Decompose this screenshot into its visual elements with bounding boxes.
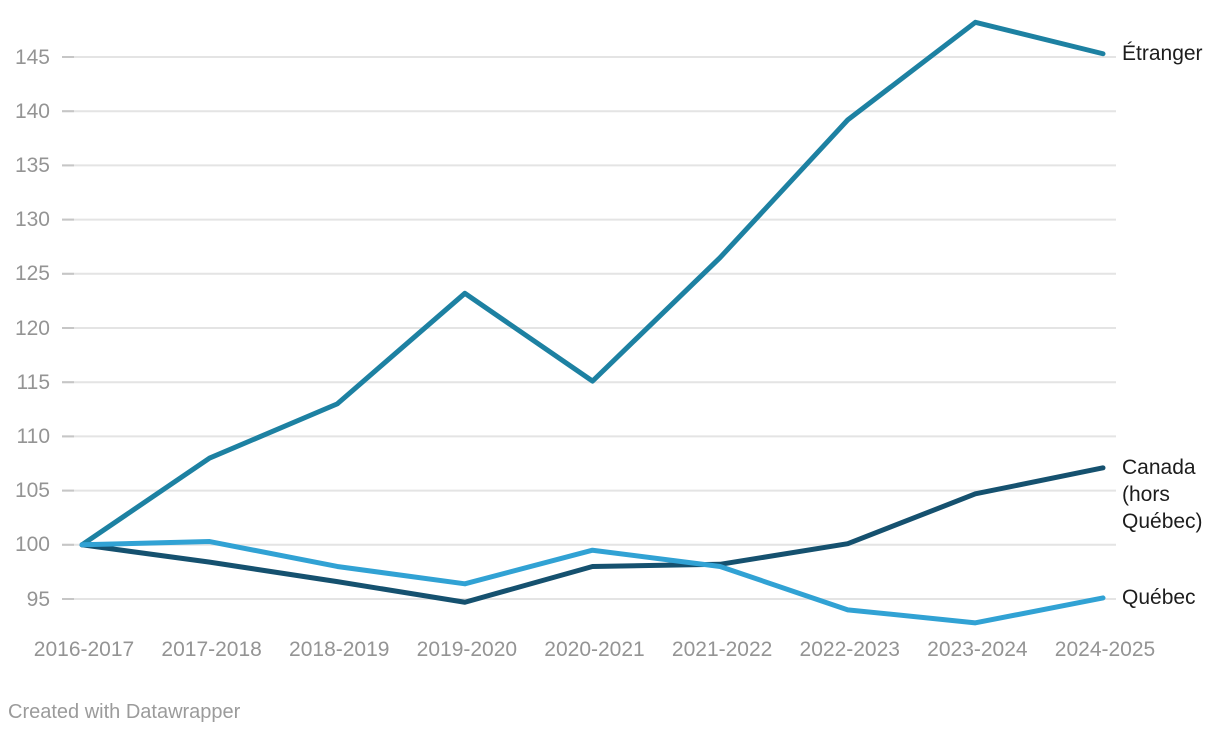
y-tick-label-120: 120	[14, 316, 50, 340]
x-tick-label-2023-2024: 2023-2024	[927, 638, 1028, 661]
y-tick-label-130: 130	[14, 208, 50, 232]
y-tick-label-115: 115	[16, 370, 50, 394]
x-tick-label-2018-2019: 2018-2019	[289, 638, 390, 661]
y-tick-label-110: 110	[16, 424, 50, 448]
y-tick-label-125: 125	[14, 262, 50, 286]
series-line-quebec	[79, 539, 1106, 626]
x-tick-label-2024-2025: 2024-2025	[1054, 638, 1156, 661]
y-tick-label-135: 135	[14, 153, 50, 177]
x-tick-label-2020-2021: 2020-2021	[544, 638, 645, 661]
y-tick-label-105: 105	[14, 479, 50, 503]
series-label-etranger: Étranger	[1122, 40, 1203, 67]
series-line-canada-hors-quebec	[79, 465, 1106, 605]
series-label-canada-hors-quebec: Canada (hors Québec)	[1122, 454, 1203, 535]
series-label-line: (hors	[1122, 483, 1170, 507]
series-label-quebec: Québec	[1122, 584, 1196, 611]
series-label-line: Québec	[1122, 586, 1196, 610]
series-label-line: Étranger	[1122, 42, 1203, 66]
x-tick-label-2017-2018: 2017-2018	[161, 638, 262, 661]
y-tick-label-95: 95	[26, 587, 50, 611]
y-tick-label-140: 140	[14, 99, 50, 123]
y-tick-label-145: 145	[14, 45, 50, 69]
series-label-line: Canada	[1122, 456, 1196, 480]
x-tick-label-2022-2023: 2022-2023	[799, 638, 900, 661]
x-tick-label-2016-2017: 2016-2017	[33, 638, 135, 661]
series-label-line: Québec)	[1122, 510, 1203, 534]
x-tick-label-2021-2022: 2021-2022	[671, 638, 773, 661]
x-tick-label-2019-2020: 2019-2020	[416, 638, 518, 661]
datawrapper-credit: Created with Datawrapper	[8, 701, 241, 723]
series-line-etranger	[79, 19, 1106, 548]
y-tick-label-100: 100	[14, 533, 50, 557]
